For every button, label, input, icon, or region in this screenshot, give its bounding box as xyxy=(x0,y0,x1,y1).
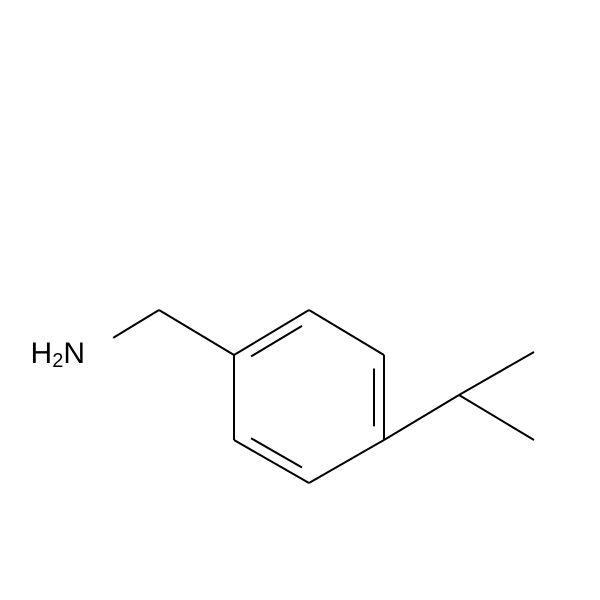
molecule-canvas: H2N xyxy=(0,0,600,600)
bond-line xyxy=(459,352,534,395)
bond-line xyxy=(309,310,384,355)
bond-line xyxy=(309,440,384,483)
bonds-layer xyxy=(113,310,534,483)
bond-line xyxy=(251,438,302,467)
bond-line xyxy=(234,310,309,355)
bond-line xyxy=(113,310,159,338)
labels-layer: H2N xyxy=(31,337,85,372)
bond-line xyxy=(459,395,534,440)
bond-line xyxy=(234,440,309,483)
atom-label-N: H2N xyxy=(31,337,85,372)
bond-line xyxy=(159,310,234,355)
bond-line xyxy=(384,395,459,440)
